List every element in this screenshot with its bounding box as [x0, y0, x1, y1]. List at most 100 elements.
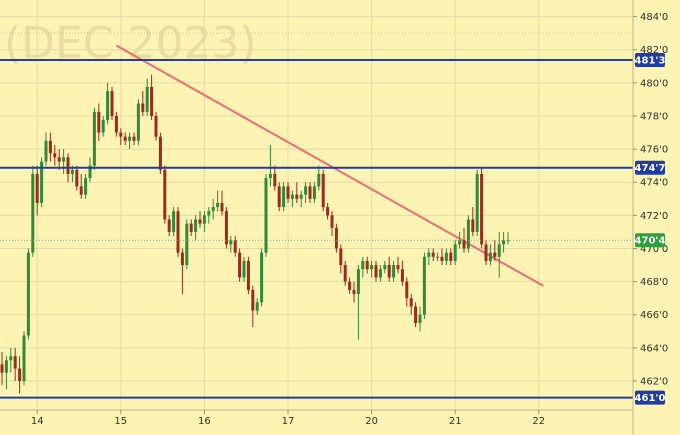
- candle-body: [422, 256, 426, 315]
- candle: [260, 248, 264, 307]
- candle: [75, 165, 79, 191]
- candle-body: [136, 103, 140, 141]
- candle: [431, 248, 435, 261]
- candle: [233, 236, 237, 257]
- time-axis[interactable]: 14 15 16 17 20 21 22: [31, 410, 545, 427]
- candle: [308, 182, 312, 203]
- candle-body: [145, 86, 149, 112]
- level-badge-1-text: 474'7: [635, 163, 666, 174]
- candle: [172, 207, 176, 237]
- candle-body: [79, 186, 83, 195]
- candle-body: [31, 173, 35, 253]
- candle-body: [4, 360, 8, 373]
- candle: [255, 298, 259, 315]
- candle: [488, 244, 492, 266]
- level-badge-2: 461'0: [635, 390, 665, 405]
- candle: [163, 165, 167, 224]
- candle: [18, 356, 22, 394]
- candle-body: [343, 265, 347, 282]
- candle: [251, 285, 255, 328]
- candle-body: [154, 115, 158, 137]
- candle-body: [97, 111, 101, 133]
- candle: [31, 165, 35, 257]
- candle: [352, 281, 356, 303]
- candle: [321, 169, 325, 212]
- candle-body: [268, 173, 272, 179]
- candle-body: [466, 219, 470, 249]
- candle-body: [185, 223, 189, 266]
- candle: [387, 256, 391, 282]
- x-tick-label-5: 21: [449, 416, 462, 427]
- level-badge-0-box: [635, 53, 665, 68]
- candle-body: [414, 306, 418, 324]
- candle: [361, 256, 365, 278]
- candle-body: [224, 211, 228, 245]
- candle: [453, 240, 457, 266]
- candle-body: [123, 136, 127, 141]
- candle: [88, 157, 92, 183]
- y-tick-label-7: 476'0: [640, 145, 668, 156]
- candle-body: [378, 269, 382, 278]
- candle-body: [453, 244, 457, 261]
- candle: [176, 207, 180, 257]
- candle-body: [444, 252, 448, 261]
- candle: [4, 356, 8, 390]
- candle: [44, 132, 48, 166]
- price-axis[interactable]: 462'0 464'0 466'0 468'0 470'0 472'0 474'0 476'0…: [633, 12, 668, 388]
- candle-body: [229, 240, 233, 245]
- candle-body: [119, 132, 123, 137]
- x-tick-label-3: 17: [282, 416, 295, 427]
- level-badge-2-box: [635, 390, 665, 405]
- candle-body: [286, 186, 290, 199]
- candle: [502, 231, 506, 253]
- candle-body: [308, 186, 312, 199]
- candle: [378, 265, 382, 282]
- candle-body: [304, 186, 308, 195]
- candle-body: [242, 260, 246, 278]
- candle-body: [480, 173, 484, 245]
- candle: [35, 165, 39, 216]
- candle: [312, 182, 316, 203]
- grid-layer: [0, 0, 633, 410]
- candle-body: [114, 115, 118, 133]
- candle: [97, 103, 101, 141]
- candle: [167, 215, 171, 237]
- candle-body: [62, 157, 66, 162]
- candle-body: [383, 265, 387, 270]
- candle: [299, 190, 303, 208]
- candle-body: [488, 252, 492, 261]
- candle-body: [101, 120, 105, 133]
- x-tick-label-2: 16: [198, 416, 211, 427]
- candle-body: [158, 136, 162, 170]
- candle: [422, 252, 426, 319]
- candle: [392, 260, 396, 282]
- candle: [154, 111, 158, 141]
- candle: [246, 256, 250, 295]
- candle: [40, 157, 44, 208]
- candle: [84, 173, 88, 199]
- candle: [449, 248, 453, 266]
- level-badge-1-box: [635, 160, 665, 175]
- watermark-text: (DEC 2023): [4, 18, 257, 69]
- candle: [207, 207, 211, 224]
- candle-body: [273, 173, 277, 187]
- candle-body: [216, 202, 220, 208]
- candle: [0, 352, 4, 386]
- candle-body: [334, 227, 338, 249]
- level-badge-0: 481'3: [635, 53, 665, 68]
- candle-body: [44, 140, 48, 162]
- candle: [123, 132, 127, 145]
- candle-body: [172, 211, 176, 232]
- candle-body: [57, 157, 61, 162]
- candle: [189, 219, 193, 237]
- y-tick-label-3: 468'0: [640, 277, 668, 288]
- x-tick-label-6: 22: [532, 416, 545, 427]
- candle: [343, 260, 347, 286]
- candle: [48, 132, 52, 162]
- candle-body: [396, 265, 400, 270]
- candle: [484, 240, 488, 266]
- candle: [62, 149, 66, 174]
- candle-body: [365, 260, 369, 270]
- candle: [9, 347, 13, 373]
